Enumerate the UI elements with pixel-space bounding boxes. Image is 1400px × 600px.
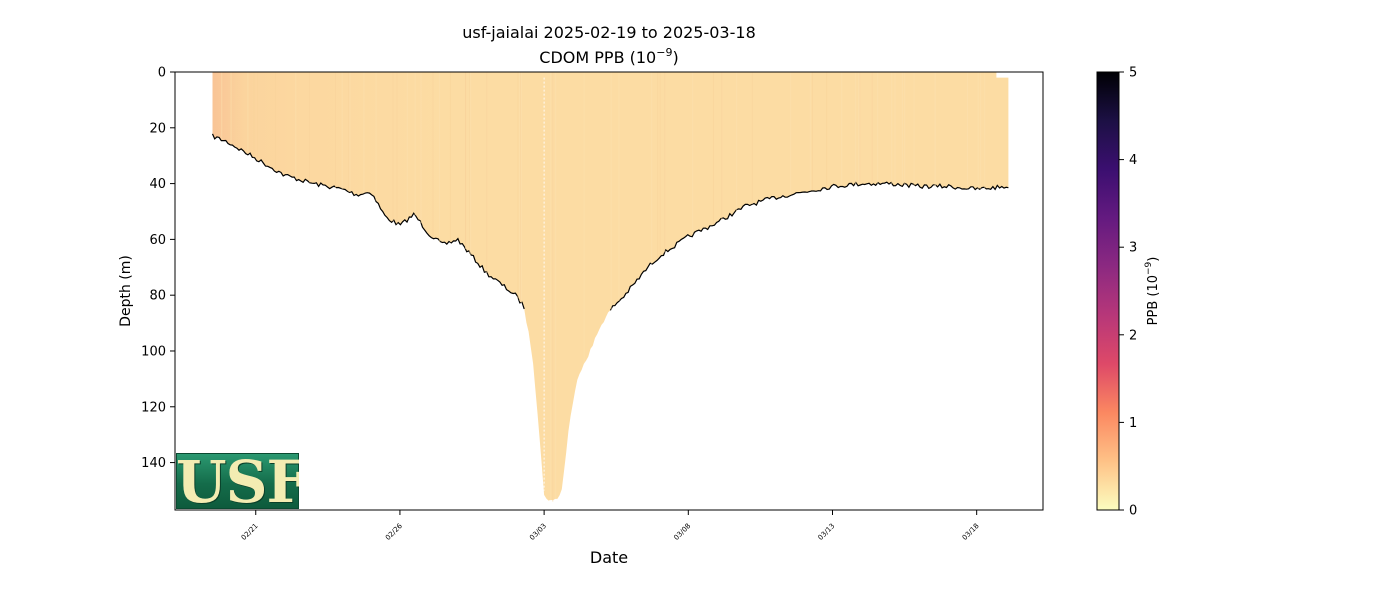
usf-logo: USF — [176, 453, 299, 509]
chart-title: usf-jaialai 2025-02-19 to 2025-03-18 — [462, 23, 756, 42]
colorbar-axis: 0 1 2 3 4 5 — [1119, 66, 1137, 519]
chart-subtitle-exponent: −9 — [656, 46, 672, 59]
x-tick-label: 02/26 — [384, 522, 404, 542]
chart-subtitle-close: ) — [672, 48, 678, 67]
colorbar-tick-label: 0 — [1129, 504, 1137, 519]
y-tick-label: 100 — [141, 344, 166, 359]
colorbar-tick-label: 5 — [1129, 66, 1137, 81]
y-tick-label: 40 — [149, 177, 166, 192]
y-tick-label: 0 — [158, 66, 166, 81]
colorbar-tick-label: 3 — [1129, 241, 1137, 256]
x-axis-label: Date — [590, 548, 628, 567]
x-tick-label: 03/18 — [961, 522, 981, 542]
y-axis-label: Depth (m) — [118, 255, 134, 327]
y-axis: 0 20 40 60 80 100 120 140 — [141, 66, 175, 471]
colorbar-label-close: ) — [1146, 257, 1161, 262]
x-axis: 02/21 02/26 03/03 03/08 03/13 03/18 — [240, 510, 981, 542]
y-tick-label: 20 — [149, 121, 166, 136]
colorbar — [1096, 71, 1120, 511]
y-tick-label: 120 — [141, 400, 166, 415]
colorbar-label-text: PPB (10 — [1146, 275, 1161, 325]
colorbar-tick-label: 4 — [1129, 153, 1137, 168]
y-tick-label: 60 — [149, 233, 166, 248]
cdom-data-field — [212, 72, 1009, 501]
y-tick-label: 80 — [149, 289, 166, 304]
x-tick-label: 03/08 — [672, 522, 692, 542]
colorbar-label: PPB (10−9) — [1144, 257, 1161, 326]
plot-frame — [174, 71, 1044, 511]
y-tick-label: 140 — [141, 456, 166, 471]
x-tick-label: 03/03 — [528, 522, 548, 542]
plot-area — [211, 72, 1009, 502]
bottom-depth-edge — [211, 133, 1009, 311]
chart-subtitle-text: CDOM PPB (10 — [539, 48, 656, 67]
colorbar-label-exponent: −9 — [1144, 261, 1154, 275]
profile-streaks — [221, 72, 986, 502]
chart-subtitle: CDOM PPB (10−9) — [539, 46, 678, 67]
colorbar-tick-label: 2 — [1129, 328, 1137, 343]
x-tick-label: 02/21 — [240, 522, 260, 542]
colorbar-tick-label: 1 — [1129, 416, 1137, 431]
x-tick-label: 03/13 — [817, 522, 837, 542]
usf-logo-text: USF — [176, 453, 299, 509]
